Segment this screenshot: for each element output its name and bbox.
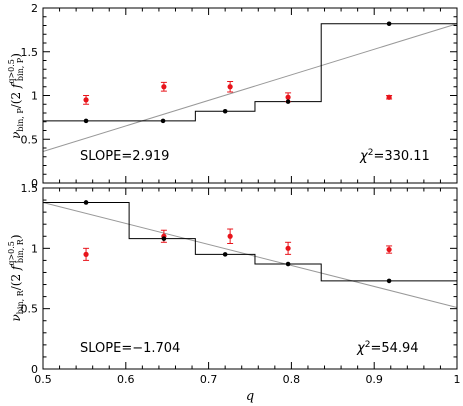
bottom-chi-annotation: χ2=54.94: [356, 340, 419, 356]
bottom-red-point: [285, 241, 292, 255]
bottom-black-point: [83, 200, 89, 205]
top-y-tick-label: 1.5: [21, 46, 39, 59]
bottom-red-point: [227, 228, 234, 245]
bottom-black-point: [222, 252, 228, 257]
top-fit-line: [42, 23, 458, 152]
top-red-point: [83, 95, 90, 105]
bottom-y-tick-label: 1: [31, 242, 38, 255]
bottom-red-marker: [386, 246, 392, 253]
bottom-red-marker: [227, 233, 233, 239]
top-chi-annotation: χ2=330.11: [359, 148, 430, 164]
bottom-frame: [42, 187, 458, 370]
top-y-tick-label: 0.5: [21, 133, 39, 146]
bottom-plot-area: [42, 200, 458, 308]
bottom-black-point: [161, 236, 167, 241]
x-tick-label: 0.5: [34, 373, 52, 386]
top-black-point: [160, 118, 166, 124]
bottom-black-point: [386, 278, 392, 284]
top-red-marker: [386, 94, 392, 100]
bottom-panel: 00.511.50.5 0.6 0.7 0.8 0.9 1 SLOPE=−1.704 χ2…: [7, 182, 461, 404]
top-y-tick-label: 0: [31, 177, 38, 190]
top-black-point: [285, 99, 291, 104]
bottom-black-point: [285, 261, 291, 267]
top-red-marker: [161, 84, 167, 90]
top-slope-annotation: SLOPE=2.919: [80, 149, 169, 164]
top-black-point: [222, 108, 228, 114]
top-y-tick-label: 2: [31, 2, 38, 15]
top-step-histogram: [43, 23, 457, 122]
x-tick-label: 1: [454, 373, 461, 386]
x-tick-label: 0.7: [200, 373, 218, 386]
top-red-marker: [227, 84, 233, 90]
bottom-ticks: 00.511.50.5 0.6 0.7 0.8 0.9 1: [21, 182, 461, 386]
bottom-y-tick-label: 1.5: [21, 182, 39, 195]
top-plot-area: [42, 21, 458, 152]
top-red-marker: [83, 97, 89, 103]
top-y-tick-label: 1: [31, 90, 38, 103]
bottom-slope-annotation: SLOPE=−1.704: [80, 341, 180, 356]
bottom-red-point: [386, 245, 393, 254]
top-red-point: [227, 81, 234, 93]
x-tick-label: 0.8: [283, 373, 301, 386]
top-y-axis-label: νbin, P/(2 fq>0.5bin, P): [7, 53, 25, 139]
bottom-y-tick-label: 0.5: [21, 303, 39, 316]
top-red-point: [160, 81, 167, 92]
top-ticks: 0 0.5 1 1.5 2: [21, 2, 458, 190]
bottom-y-tick-label: 0: [31, 363, 38, 376]
top-red-point: [386, 94, 393, 100]
x-tick-label: 0.6: [117, 373, 135, 386]
bottom-red-marker: [285, 245, 291, 251]
bottom-fit-line: [42, 201, 458, 308]
top-black-point: [386, 21, 392, 27]
bottom-red-marker: [83, 251, 89, 257]
x-tick-label: 0.9: [365, 373, 383, 386]
top-red-marker: [285, 94, 291, 100]
bottom-y-axis-label: νbin, R/(2 fq>0.5bin, R): [7, 234, 25, 321]
bottom-step-histogram: [43, 201, 457, 282]
x-axis-label: q: [246, 389, 254, 404]
top-black-point: [83, 118, 89, 124]
top-panel: 0 0.5 1 1.5 2 SLOPE=2.919 χ2=330.11 νbin, P/…: [7, 2, 458, 190]
bottom-red-point: [83, 247, 90, 261]
